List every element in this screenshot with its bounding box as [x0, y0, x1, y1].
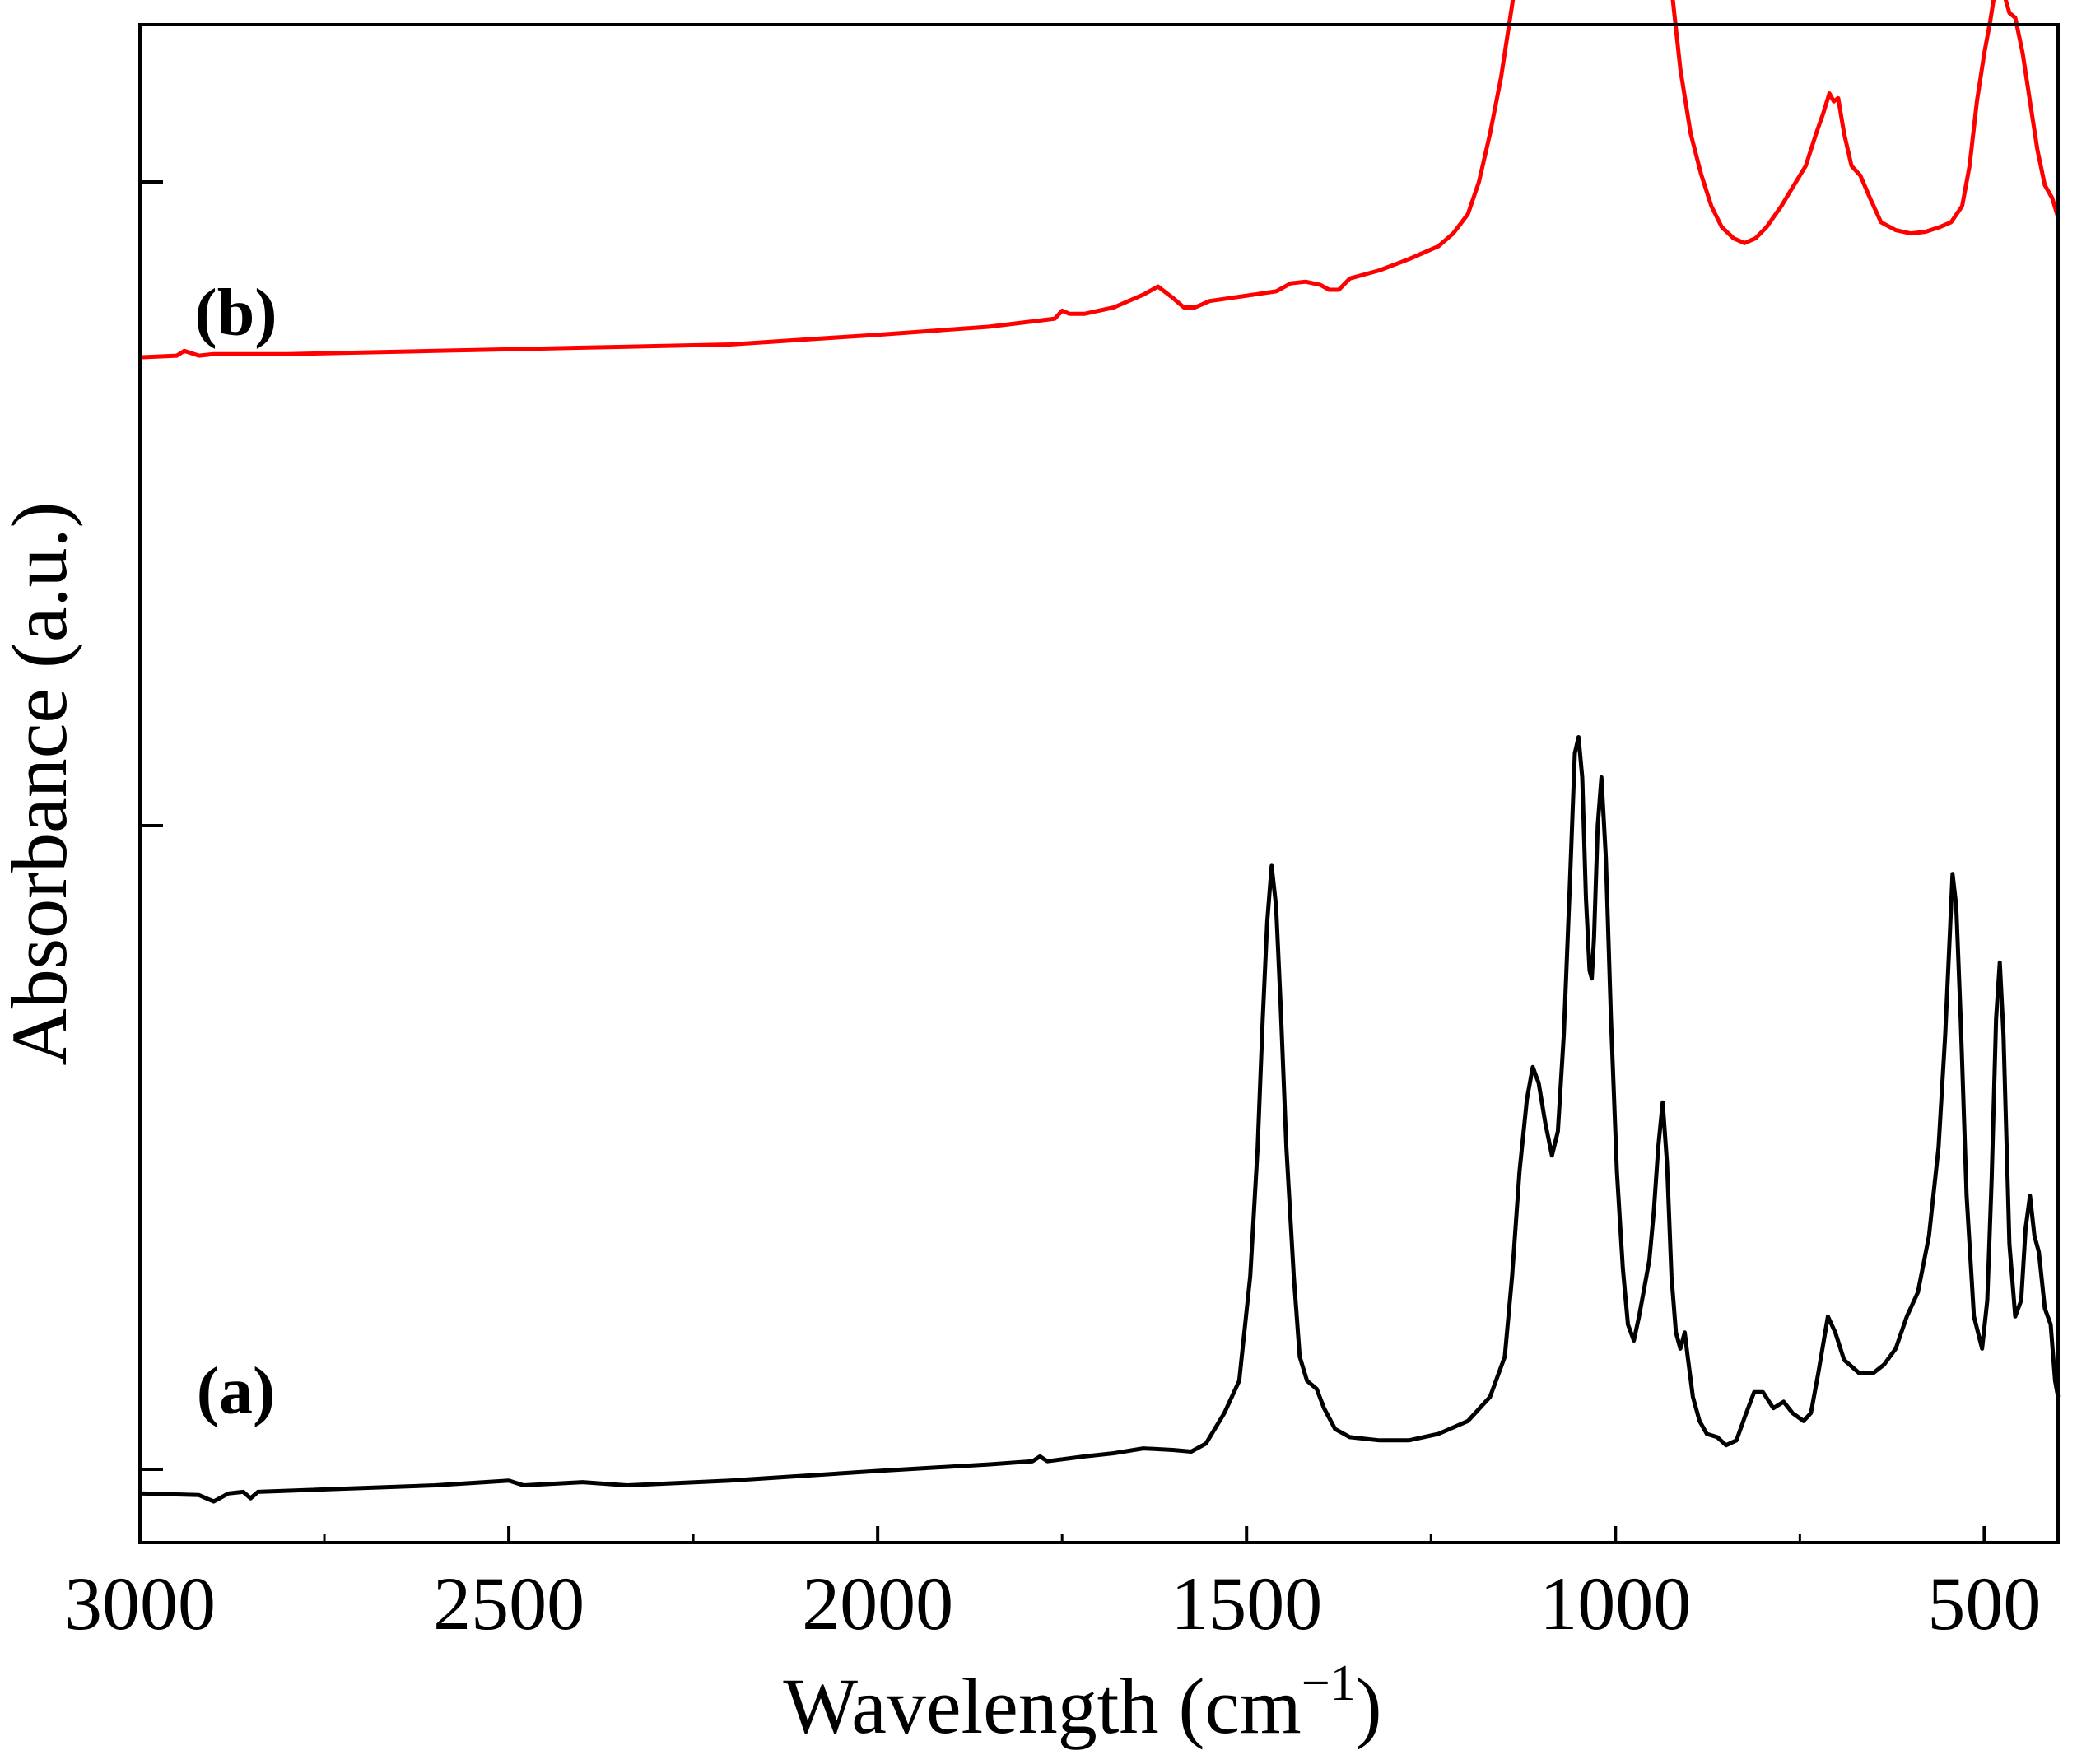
x-tick-label-0: 3000 — [64, 1562, 216, 1645]
series-label-0: (a) — [197, 1353, 276, 1428]
y-axis-ticks — [140, 180, 163, 1471]
series-label-1: (b) — [194, 275, 277, 350]
series-line-0 — [139, 735, 2061, 1504]
x-tick-label-4: 1000 — [1539, 1562, 1691, 1645]
x-tick-label-1: 2500 — [433, 1562, 584, 1645]
series-layer — [139, 0, 2061, 1504]
x-axis-title: Wavelength (cm−1) — [783, 1655, 1381, 1750]
series-line-1 — [139, 0, 2061, 360]
plot-frame — [138, 23, 2060, 1544]
x-axis-title-close: ) — [1356, 1662, 1382, 1750]
x-tick-label-2: 2000 — [802, 1562, 953, 1645]
x-tick-label-5: 500 — [1927, 1562, 2041, 1645]
x-axis-ticks: 3000 2500 2000 1500 1000 500 — [64, 1526, 2041, 1645]
x-tick-label-3: 1500 — [1171, 1562, 1322, 1645]
series-label-layer: (a)(b)(c) — [194, 275, 277, 1428]
y-axis-title: Absorbance (a.u.) — [0, 501, 83, 1065]
x-axis-title-main: Wavelength (cm — [783, 1662, 1301, 1750]
x-axis-title-superscript: −1 — [1302, 1655, 1356, 1711]
